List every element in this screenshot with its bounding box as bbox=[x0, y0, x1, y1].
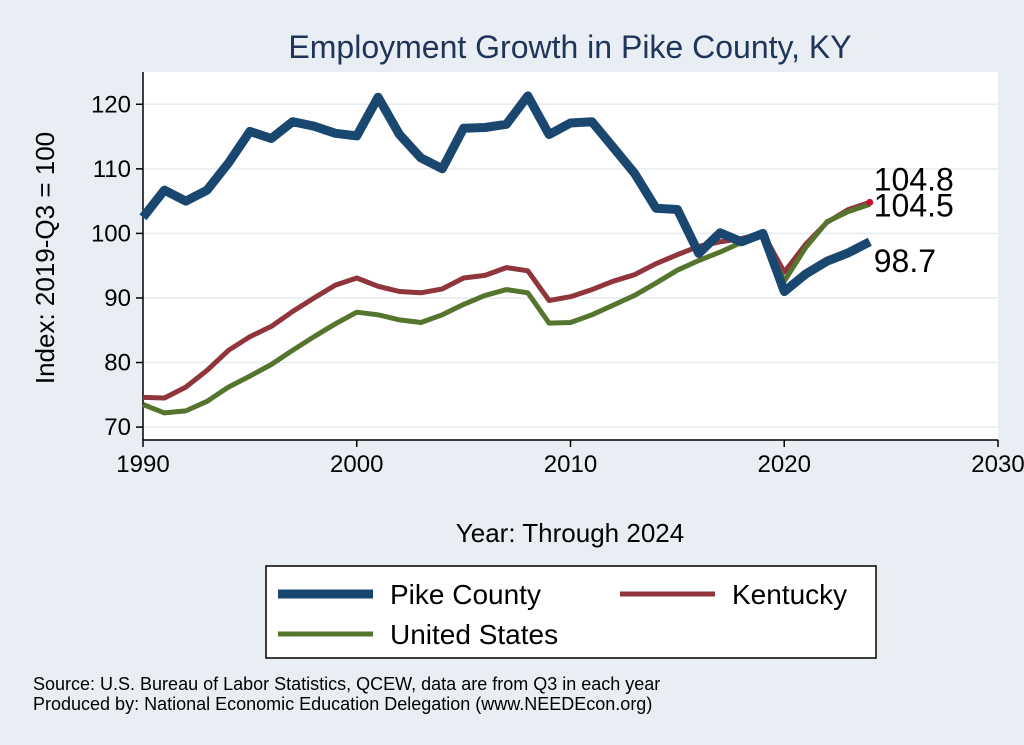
plot-area bbox=[143, 72, 998, 440]
source-note: Source: U.S. Bureau of Labor Statistics,… bbox=[33, 674, 660, 694]
x-tick-label: 2010 bbox=[544, 451, 597, 478]
x-tick-label: 2030 bbox=[971, 451, 1024, 478]
y-tick-label: 100 bbox=[91, 220, 131, 247]
end-label-2: 104.5 bbox=[874, 187, 954, 223]
x-tick-label: 2020 bbox=[758, 451, 811, 478]
x-axis-label: Year: Through 2024 bbox=[456, 518, 684, 548]
legend-box bbox=[265, 565, 877, 659]
y-tick-label: 110 bbox=[93, 156, 131, 183]
end-label-1: 104.8 bbox=[874, 161, 954, 197]
end-marker-kentucky bbox=[866, 198, 874, 206]
chart-title: Employment Growth in Pike County, KY bbox=[288, 29, 851, 65]
series-line-0 bbox=[139, 91, 872, 296]
series-lines bbox=[139, 91, 872, 416]
x-tick-label: 2000 bbox=[330, 451, 383, 478]
producer-note: Produced by: National Economic Education… bbox=[33, 694, 652, 714]
y-tick-label: 70 bbox=[104, 414, 131, 441]
y-tick-label: 90 bbox=[104, 285, 131, 312]
legend-label-0: Pike County bbox=[390, 579, 541, 610]
axes: 70 80 90 100 110 120 1990 2000 2010 2020 2030 bbox=[91, 72, 1024, 478]
x-tick-label: 1990 bbox=[116, 451, 169, 478]
legend-label-1: Kentucky bbox=[732, 579, 847, 610]
legend: Pike County Kentucky United States bbox=[265, 565, 877, 659]
y-tick-label: 120 bbox=[91, 91, 131, 118]
y-tick-label: 80 bbox=[104, 350, 131, 377]
end-label-0: 98.7 bbox=[874, 243, 936, 279]
y-axis-label: Index: 2019-Q3 = 100 bbox=[30, 132, 60, 384]
legend-label-2: United States bbox=[390, 619, 558, 650]
